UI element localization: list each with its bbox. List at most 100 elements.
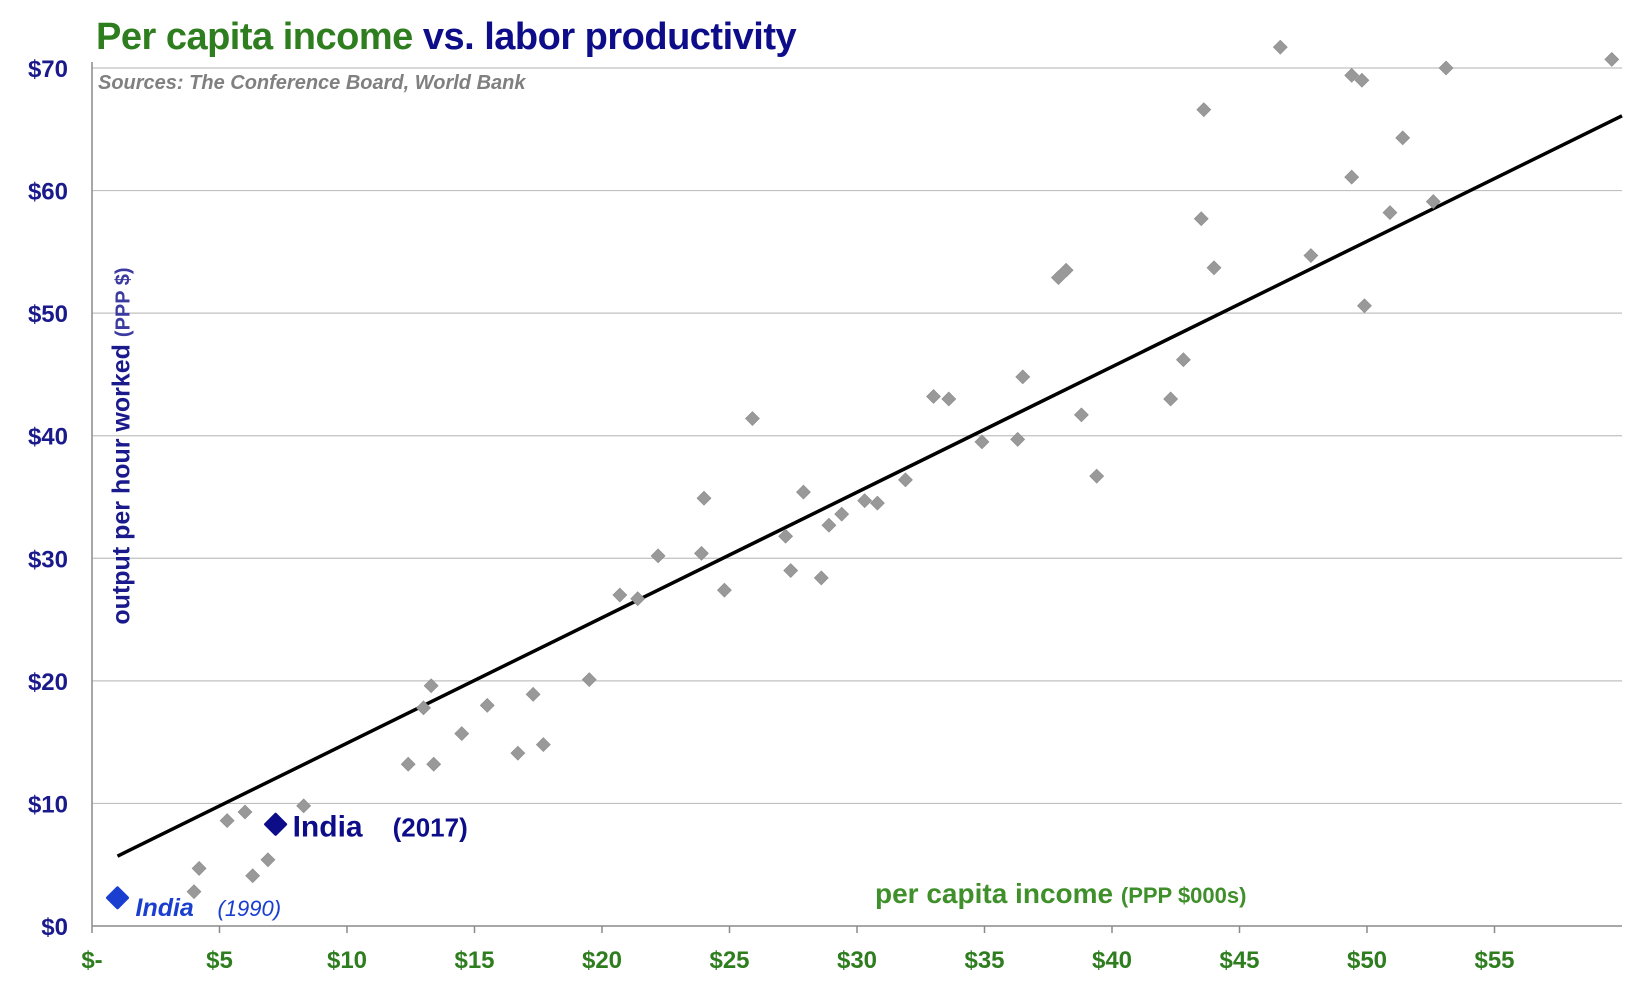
data-point: [1382, 205, 1398, 221]
y-tick-labels: $0 $10 $20 $30 $40 $50 $60 $70: [28, 56, 68, 941]
x-tick-label: $-: [81, 947, 102, 974]
data-point: [186, 884, 202, 900]
data-point: [1073, 407, 1089, 423]
data-point: [696, 490, 712, 506]
data-point: [974, 434, 990, 450]
y-tick-label: $0: [41, 914, 68, 941]
data-point: [581, 672, 597, 688]
data-point: [454, 726, 470, 741]
data-points: [186, 39, 1620, 900]
y-tick-label: $60: [28, 179, 68, 206]
india-2017-label: India: [293, 810, 363, 843]
india-1990-year: (1990): [218, 896, 282, 921]
x-tick-label: $40: [1092, 947, 1132, 974]
india-2017-point: [264, 812, 288, 836]
x-tick-label: $35: [964, 947, 1004, 974]
data-point: [1015, 369, 1031, 385]
data-point: [869, 495, 885, 511]
data-point: [1425, 194, 1441, 210]
data-point: [898, 472, 913, 488]
y-axis-label-text: output per hour worked: [107, 344, 136, 625]
data-point: [1175, 352, 1191, 368]
x-tick-label: $30: [837, 947, 877, 974]
data-point: [857, 493, 873, 509]
axes: [91, 62, 1622, 933]
data-point: [1344, 169, 1360, 185]
data-point: [821, 517, 837, 533]
data-point: [926, 389, 941, 404]
highlighted-points: India (2017) India (1990): [106, 810, 468, 922]
data-point: [1395, 130, 1411, 146]
data-point: [219, 813, 235, 829]
data-point: [296, 798, 312, 814]
data-point: [525, 686, 541, 702]
data-point: [237, 804, 253, 820]
x-tick-label: $25: [709, 947, 749, 974]
chart-title: Per capita income vs. labor productivity: [96, 16, 797, 59]
x-axis-label: per capita income (PPP $000s): [875, 878, 1246, 910]
x-tick-label: $10: [327, 947, 367, 974]
data-point: [834, 506, 850, 522]
data-point: [1438, 60, 1454, 76]
data-point: [1089, 468, 1105, 484]
data-point: [1051, 270, 1066, 286]
data-point: [1193, 211, 1209, 227]
title-blue-part: labor productivity: [484, 16, 797, 58]
data-point: [1303, 248, 1319, 263]
y-tick-label: $70: [28, 56, 68, 83]
x-tick-label: $20: [582, 947, 622, 974]
data-point: [1206, 260, 1222, 276]
x-tick-label: $45: [1219, 947, 1259, 974]
data-point: [745, 411, 760, 426]
y-tick-label: $30: [28, 546, 68, 573]
x-tick-label: $50: [1347, 947, 1387, 974]
data-point: [1272, 39, 1288, 55]
x-tick-label: $55: [1474, 947, 1514, 974]
data-point: [426, 756, 442, 772]
x-tick-labels: $- $5 $10 $15 $20 $25 $30 $35 $40 $45 $50 $55: [81, 947, 1514, 974]
data-point: [510, 745, 526, 761]
x-axis-label-unit: (PPP $000s): [1120, 883, 1247, 908]
data-point: [400, 756, 416, 772]
data-point: [245, 868, 261, 884]
x-tick-label: $5: [206, 947, 233, 974]
india-2017-year: (2017): [393, 812, 468, 842]
data-point: [1344, 67, 1360, 83]
data-point: [191, 860, 207, 876]
data-point: [1604, 51, 1620, 67]
title-green-part: Per capita income: [96, 16, 413, 58]
chart-sources: Sources: The Conference Board, World Ban…: [98, 72, 526, 94]
y-axis-label: output per hour worked (PPP $): [108, 267, 137, 624]
x-tick-label: $15: [454, 947, 494, 974]
grid-lines: [92, 67, 1622, 805]
trendline-group: [116, 114, 1623, 858]
data-point: [650, 548, 666, 564]
x-axis-label-text: per capita income: [875, 878, 1114, 909]
data-point: [612, 587, 628, 603]
data-point: [535, 737, 551, 753]
y-tick-label: $20: [28, 669, 68, 696]
data-point: [260, 852, 276, 868]
title-vs: vs.: [422, 16, 475, 58]
y-axis-label-unit: (PPP $): [112, 267, 135, 338]
trendline: [116, 114, 1623, 858]
y-tick-label: $40: [28, 424, 68, 451]
data-point: [1058, 262, 1074, 278]
data-point: [479, 697, 495, 713]
data-point: [1163, 391, 1179, 407]
data-point: [423, 678, 439, 694]
data-point: [778, 528, 794, 544]
data-point: [796, 484, 811, 500]
data-point: [1010, 431, 1026, 447]
data-point: [630, 591, 646, 607]
data-point: [813, 570, 829, 586]
data-point: [1196, 102, 1212, 118]
data-point: [783, 563, 799, 578]
data-point: [1357, 298, 1372, 314]
y-tick-label: $50: [28, 301, 68, 328]
data-point: [716, 582, 732, 598]
india-1990-label: India: [136, 894, 194, 922]
data-point: [1354, 72, 1370, 88]
india-1990-point: [106, 886, 129, 910]
